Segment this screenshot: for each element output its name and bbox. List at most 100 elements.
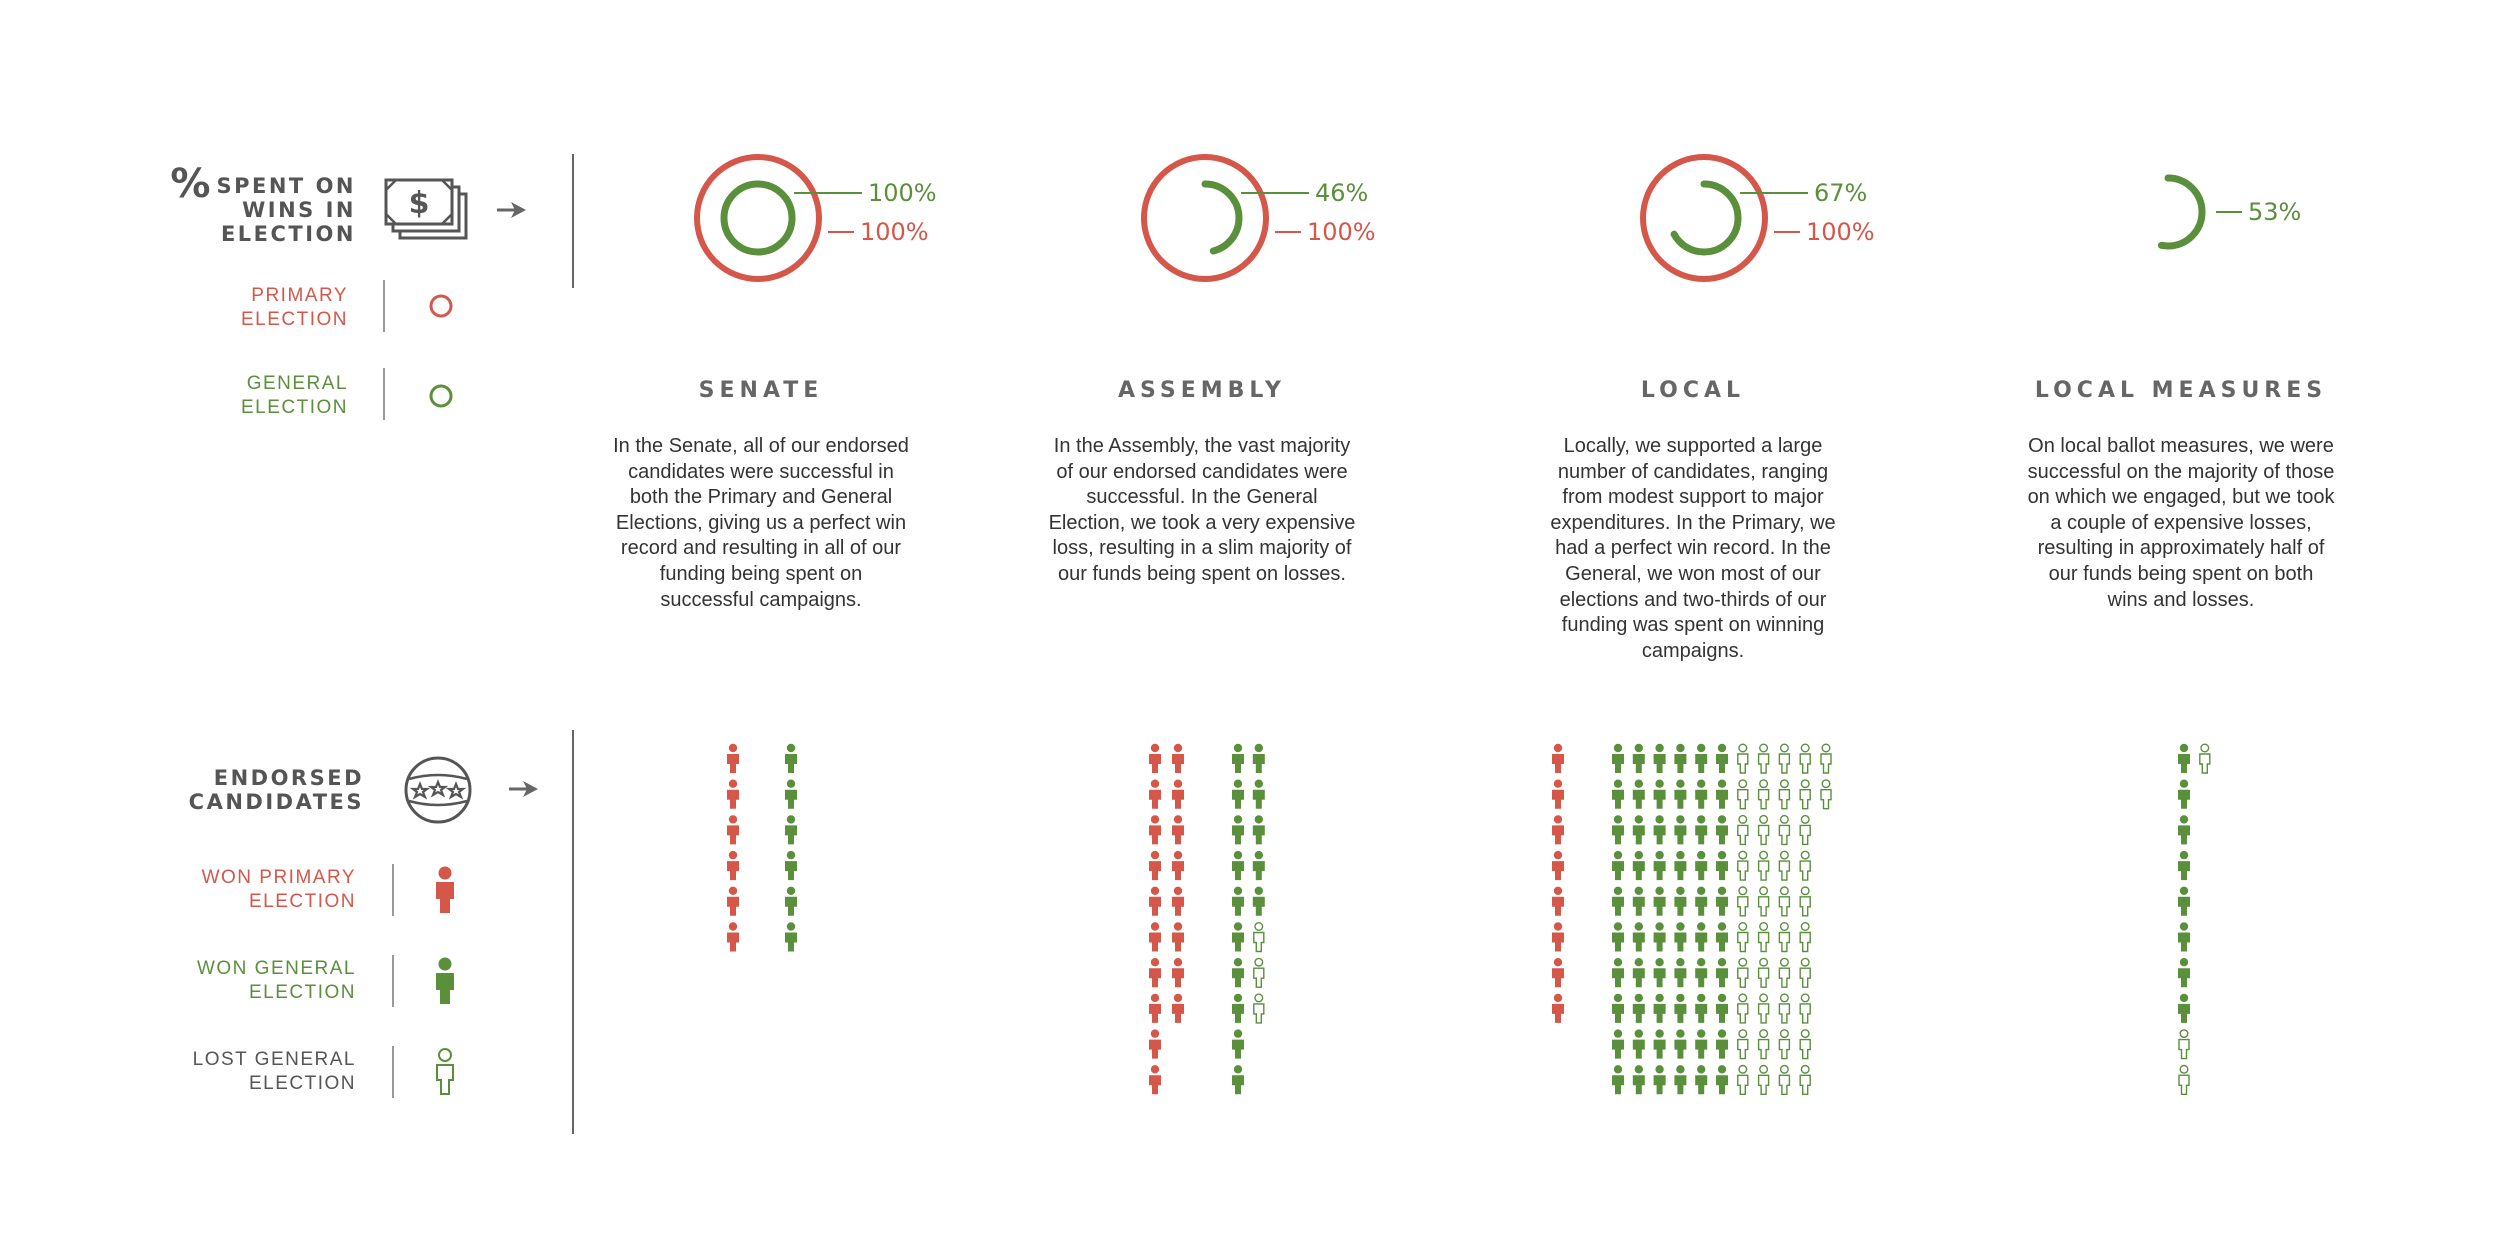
won-general-person-assembly	[1232, 779, 1244, 809]
lost-general-person-local	[1799, 1064, 1811, 1096]
lost-general-person-local	[1737, 850, 1749, 881]
lost-general-person-local	[1737, 922, 1749, 953]
lost-general-person-local	[1757, 850, 1770, 881]
general-pct-label-local-measures: 53%	[2248, 198, 2301, 226]
spent-heading-line-2: WINS IN	[242, 198, 356, 222]
won-general-person-senate	[785, 815, 797, 845]
ballot-stars-icon	[404, 756, 472, 824]
lost-general-person-local	[1757, 1029, 1770, 1060]
column-description-local-measures: On local ballot measures, we were succes…	[2027, 435, 2335, 611]
won-primary-person-assembly	[1172, 815, 1184, 845]
column-title-local: LOCAL	[1640, 378, 1746, 403]
won-general-person-local	[1716, 850, 1728, 881]
won-primary-person-assembly	[1149, 1029, 1161, 1059]
won-general-person-local	[1695, 743, 1708, 773]
won-general-person-local	[1612, 850, 1624, 881]
lost-general-person-assembly	[1253, 922, 1265, 953]
lost-general-person-local	[1778, 743, 1791, 774]
general-pct-label-assembly: 46%	[1315, 179, 1368, 207]
won-general-person-assembly	[1232, 1065, 1244, 1095]
won-primary-person-senate	[727, 743, 739, 773]
primary-ring-assembly	[1141, 154, 1269, 282]
won-primary-person-assembly	[1172, 850, 1184, 881]
lost-general-person-local	[1799, 1029, 1811, 1060]
won-general-person-local	[1632, 779, 1645, 809]
won-general-person-local	[1716, 958, 1728, 988]
primary-pct-label-senate: 100%	[860, 218, 929, 246]
won-general-person-assembly	[1232, 815, 1244, 845]
won-primary-person-local	[1552, 743, 1564, 773]
won-primary-person-assembly	[1149, 993, 1161, 1023]
won-general-person-senate	[785, 922, 797, 952]
lost-general-person-local	[1778, 922, 1791, 953]
legend-general-line-2: ELECTION	[240, 397, 348, 418]
won-general-person-local	[1695, 922, 1708, 952]
won-primary-person-assembly	[1172, 993, 1184, 1023]
won-general-person-assembly	[1252, 779, 1265, 809]
won-general-person-local	[1674, 779, 1687, 809]
lost-general-person-assembly	[1253, 993, 1265, 1024]
won-general-person-local	[1612, 743, 1624, 773]
won-general-person-senate	[785, 743, 797, 773]
legend-primary-line-2: ELECTION	[240, 309, 348, 330]
won-general-person-local	[1674, 886, 1687, 916]
lost-general-person-local	[1778, 814, 1791, 846]
won-general-person-local-measures	[2178, 958, 2190, 988]
won-primary-person-local	[1552, 922, 1564, 952]
lost-general-person-local	[1778, 850, 1791, 881]
won-primary-person-assembly	[1172, 886, 1184, 916]
won-general-person-local	[1632, 993, 1645, 1023]
won-general-person-local-measures	[2178, 922, 2190, 952]
won-general-person-assembly	[1232, 1029, 1244, 1059]
won-primary-person-local	[1552, 850, 1564, 881]
won-general-person-local	[1674, 922, 1687, 952]
won-general-person-local	[1612, 922, 1624, 952]
percent-symbol: %	[170, 161, 211, 207]
legend-won-general-line-1: WON GENERAL	[196, 958, 356, 979]
spent-heading: % SPENT ON WINS IN ELECTION	[160, 164, 356, 246]
lost-general-person-local	[1799, 993, 1811, 1024]
won-general-person-local	[1695, 958, 1708, 988]
column-description-local: Locally, we supported a large number of …	[1550, 435, 1836, 662]
won-general-person-local	[1716, 993, 1728, 1023]
won-general-person-local	[1695, 815, 1708, 845]
won-general-person-local	[1716, 886, 1728, 916]
general-arc-assembly	[1167, 180, 1243, 256]
won-general-person-local	[1612, 1029, 1624, 1059]
lost-general-person-local	[1757, 1064, 1770, 1096]
lost-general-person-local	[1799, 886, 1811, 917]
legend-won-primary-line-2: ELECTION	[248, 891, 356, 912]
spent-radial-chart: 100% 100% 46% 100% 67% 100% 53%	[694, 154, 2301, 282]
primary-pct-label-local: 100%	[1806, 218, 1875, 246]
won-general-person-senate	[785, 779, 797, 809]
won-general-person-local-measures	[2178, 850, 2190, 881]
won-primary-person-senate	[727, 886, 739, 916]
won-primary-person-senate	[727, 815, 739, 845]
legend-won-general-label: WON GENERAL ELECTION	[160, 957, 356, 1005]
primary-pct-label-assembly: 100%	[1307, 218, 1376, 246]
won-general-person-local	[1674, 743, 1687, 773]
won-general-person-local-measures	[2178, 779, 2190, 809]
lost-general-person-local	[1799, 743, 1811, 774]
legend-primary-line-1: PRIMARY	[251, 285, 348, 306]
general-arc-local-measures	[2130, 174, 2206, 250]
won-general-person-local-measures	[2178, 743, 2190, 773]
legend-divider	[392, 955, 394, 1007]
won-general-person-local	[1716, 815, 1728, 845]
won-primary-person-assembly	[1149, 815, 1161, 845]
lost-general-person-assembly	[1253, 957, 1265, 988]
legend-divider	[383, 280, 385, 332]
legend-divider	[392, 864, 394, 916]
lost-general-person-local	[1737, 993, 1749, 1024]
column-title-local-measures: LOCAL MEASURES	[2034, 378, 2328, 403]
won-primary-person-local	[1552, 815, 1564, 845]
section-divider-top	[572, 154, 574, 288]
won-primary-person-assembly	[1172, 779, 1184, 809]
won-general-person-assembly	[1252, 743, 1265, 773]
won-general-person-local	[1653, 993, 1666, 1023]
won-general-person-local	[1612, 958, 1624, 988]
won-general-person-local	[1674, 993, 1687, 1023]
won-general-person-local	[1674, 815, 1687, 845]
won-general-person-local	[1653, 743, 1666, 773]
won-general-person-local	[1632, 850, 1645, 881]
